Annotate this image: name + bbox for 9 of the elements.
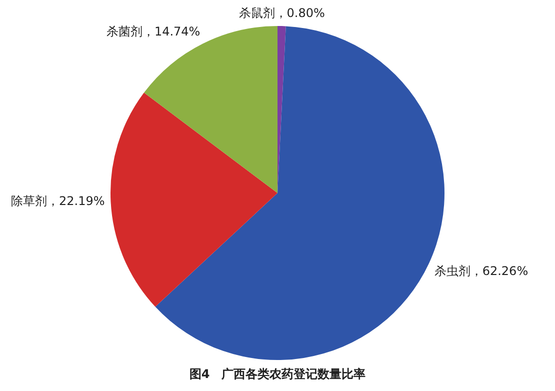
text: 图4 广西各类农药登记数量比率 <box>188 366 367 383</box>
data-label: ，22.19% <box>46 194 105 208</box>
slice-label: 杀鼠剂 <box>238 6 275 20</box>
slice-label: 杀菌剂 <box>106 24 142 38</box>
data-label: ，0.80% <box>274 6 325 20</box>
slice-label: 除草剂 <box>10 194 47 208</box>
slice-label: 杀虫剂 <box>434 264 470 278</box>
data-label: ，62.26% <box>470 264 528 278</box>
data-label: ，14.74% <box>142 24 200 38</box>
